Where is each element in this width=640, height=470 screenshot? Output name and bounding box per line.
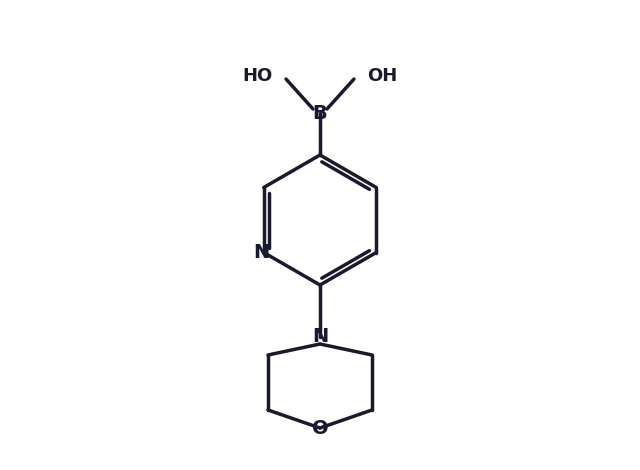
Text: N: N bbox=[253, 243, 270, 262]
Text: OH: OH bbox=[367, 67, 397, 85]
Text: B: B bbox=[312, 103, 328, 123]
Text: HO: HO bbox=[243, 67, 273, 85]
Text: N: N bbox=[312, 328, 328, 346]
Text: O: O bbox=[312, 418, 328, 438]
